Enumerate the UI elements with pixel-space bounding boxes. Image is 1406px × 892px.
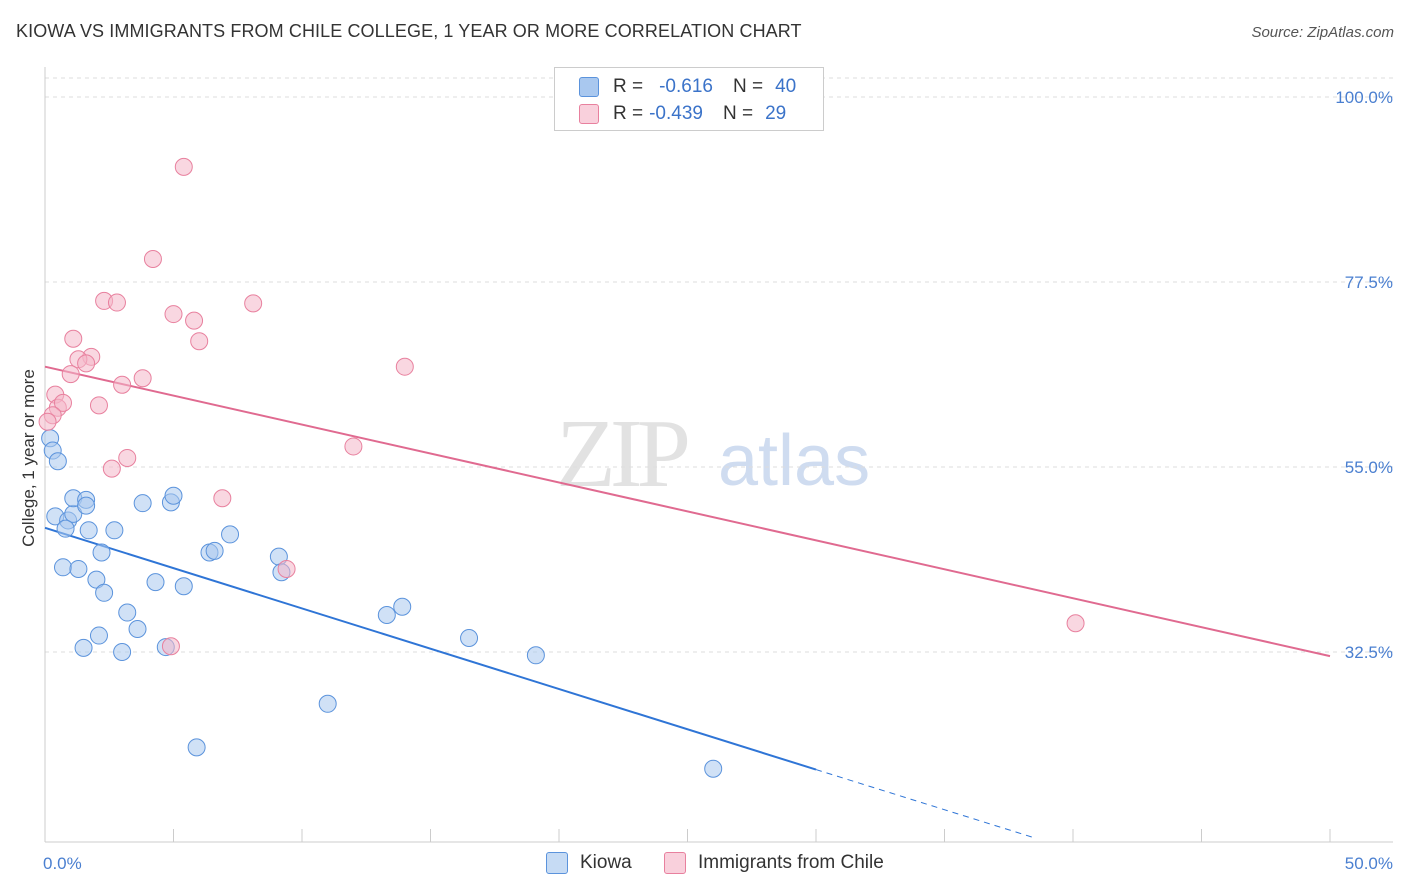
kiowa-point-36 [526,646,545,665]
r-value: -0.616 [659,76,713,97]
kiowa-point-28 [128,619,147,638]
trend-line-0 [44,526,817,771]
source-label: Source: ZipAtlas.com [1251,24,1394,41]
legend-item-chile: Immigrants from Chile [664,852,884,874]
y-tick-label-1: 55.0% [1345,458,1393,477]
watermark-atlas: atlas [718,421,871,501]
kiowa-point-17 [105,521,124,540]
kiowa-point-37 [318,694,337,713]
stats-row-chile: R = -0.439 N = 29 [579,102,786,126]
kiowa-legend-label: Kiowa [580,852,632,873]
axes [44,67,1393,843]
chile-legend-label: Immigrants from Chile [698,852,884,873]
chile-point-0 [174,157,193,176]
kiowa-point-18 [87,570,106,589]
kiowa-point-19 [95,583,114,602]
chile-point-6 [185,311,204,330]
kiowa-swatch [579,77,599,97]
stats-row-kiowa: R = -0.616 N = 40 [579,75,796,99]
chile-point-28 [1066,614,1085,633]
chile-point-22 [344,437,363,456]
chile-point-19 [89,396,108,415]
chile-point-11 [77,354,96,373]
kiowa-point-31 [113,643,132,661]
n-label: N = [722,103,754,124]
kiowa-point-21 [174,577,193,596]
kiowa-point-2 [48,452,67,471]
chile-point-15 [113,375,132,394]
chile-point-21 [38,412,57,431]
data-points [38,157,1085,778]
chile-point-4 [244,294,263,313]
chile-point-27 [161,637,180,656]
x-tick-label-0: 0.0% [43,854,82,873]
chile-point-3 [107,293,126,312]
legend-item-kiowa: Kiowa [546,852,632,874]
y-tick-label-0: 32.5% [1345,643,1393,662]
kiowa-point-14 [53,558,72,577]
tick-labels: 32.5% 55.0% 77.5% 100.0% 0.0% 50.0% [43,88,1393,873]
y-axis-label: College, 1 year or more [19,369,38,547]
kiowa-point-20 [146,573,165,592]
trend-line-ext-0 [815,769,1035,839]
y-tick-label-2: 77.5% [1345,273,1393,292]
kiowa-point-9 [77,496,96,515]
chile-point-7 [190,332,209,351]
kiowa-point-38 [187,738,206,757]
chile-swatch [579,104,599,124]
kiowa-point-16 [92,543,111,562]
r-label: R = [613,76,644,97]
chile-point-23 [118,448,137,467]
kiowa-point-23 [205,541,224,560]
trend-line-1 [44,365,1331,658]
n-value: 40 [775,76,797,97]
kiowa-point-6 [56,519,75,538]
chile-point-1 [143,249,162,268]
kiowa-point-13 [164,486,183,505]
chile-point-26 [277,559,296,578]
chile-point-13 [61,365,80,384]
kiowa-point-11 [133,494,152,513]
kiowa-point-27 [118,603,137,622]
chile-point-14 [133,369,152,388]
chile-point-18 [53,393,72,412]
kiowa-point-10 [79,521,98,540]
n-label: N = [732,76,764,97]
kiowa-point-34 [393,597,412,616]
kiowa-legend-swatch [546,852,568,874]
chile-point-8 [64,329,83,348]
kiowa-point-33 [377,606,396,624]
chile-point-12 [395,357,414,376]
chile-point-24 [102,459,121,478]
chile-legend-swatch [664,852,686,874]
y-tick-label-3: 100.0% [1335,88,1393,107]
grid-lines [45,77,1393,653]
kiowa-point-30 [74,638,93,657]
chart-title: KIOWA VS IMMIGRANTS FROM CHILE COLLEGE, … [16,21,802,41]
stats-legend: R = -0.616 N = 40 R = -0.439 N = 29 [554,67,824,131]
kiowa-point-35 [460,629,479,648]
trend-lines [44,365,1331,839]
chile-point-5 [164,305,183,324]
r-label: R = [613,103,644,124]
kiowa-point-29 [89,626,108,645]
watermark-zip: ZIP [556,400,691,508]
kiowa-point-39 [704,759,723,778]
x-tick-label-1: 50.0% [1345,854,1393,873]
kiowa-point-24 [221,525,240,544]
kiowa-point-15 [69,559,88,578]
n-value: 29 [765,103,787,124]
r-value: -0.439 [649,103,703,124]
chile-point-25 [213,489,232,508]
